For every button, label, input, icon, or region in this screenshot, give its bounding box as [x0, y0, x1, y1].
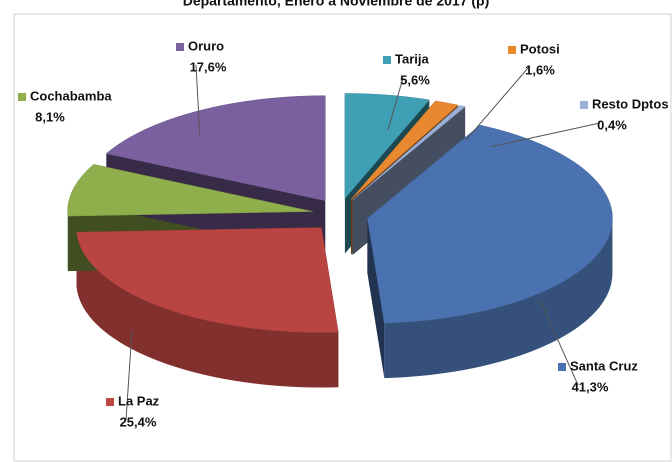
slice [344, 93, 430, 200]
slice-tops [67, 93, 613, 333]
slice [67, 164, 313, 217]
value-label: 17,6% [190, 59, 227, 74]
value-label: 0,4% [597, 117, 627, 132]
label-marker [580, 101, 588, 109]
label-marker [508, 46, 516, 54]
label-marker [18, 93, 26, 101]
chart-title: Departamento, Enero a Noviembre de 2017 … [183, 0, 490, 9]
value-label: 8,1% [35, 109, 65, 124]
value-label: 41,3% [572, 379, 609, 394]
category-label: La Paz [118, 393, 160, 408]
category-label: Santa Cruz [570, 358, 638, 373]
value-label: 5,6% [400, 72, 430, 87]
slice-side [76, 232, 339, 388]
leader-line [539, 299, 579, 386]
category-label: Resto Dptos [592, 96, 669, 111]
value-label: 1,6% [525, 62, 555, 77]
slice [76, 227, 339, 333]
label-marker [383, 56, 391, 64]
category-label: Cochabamba [30, 88, 112, 103]
slice [352, 105, 466, 201]
category-label: Oruro [188, 38, 224, 53]
slice-side [384, 218, 613, 379]
slice [105, 95, 326, 202]
label-marker [176, 43, 184, 51]
leader-line [387, 77, 404, 131]
slice-cut [367, 218, 385, 379]
leader-line [489, 122, 601, 148]
chart-frame [13, 13, 672, 462]
slice [350, 100, 459, 200]
category-label: Tarija [395, 51, 429, 66]
leader-line [465, 67, 529, 141]
category-label: Potosi [520, 41, 560, 56]
leader-line [125, 329, 133, 421]
label-marker [558, 363, 566, 371]
label-marker [106, 398, 114, 406]
slice [367, 124, 613, 324]
leader-line [195, 64, 201, 139]
value-label: 25,4% [120, 414, 157, 429]
